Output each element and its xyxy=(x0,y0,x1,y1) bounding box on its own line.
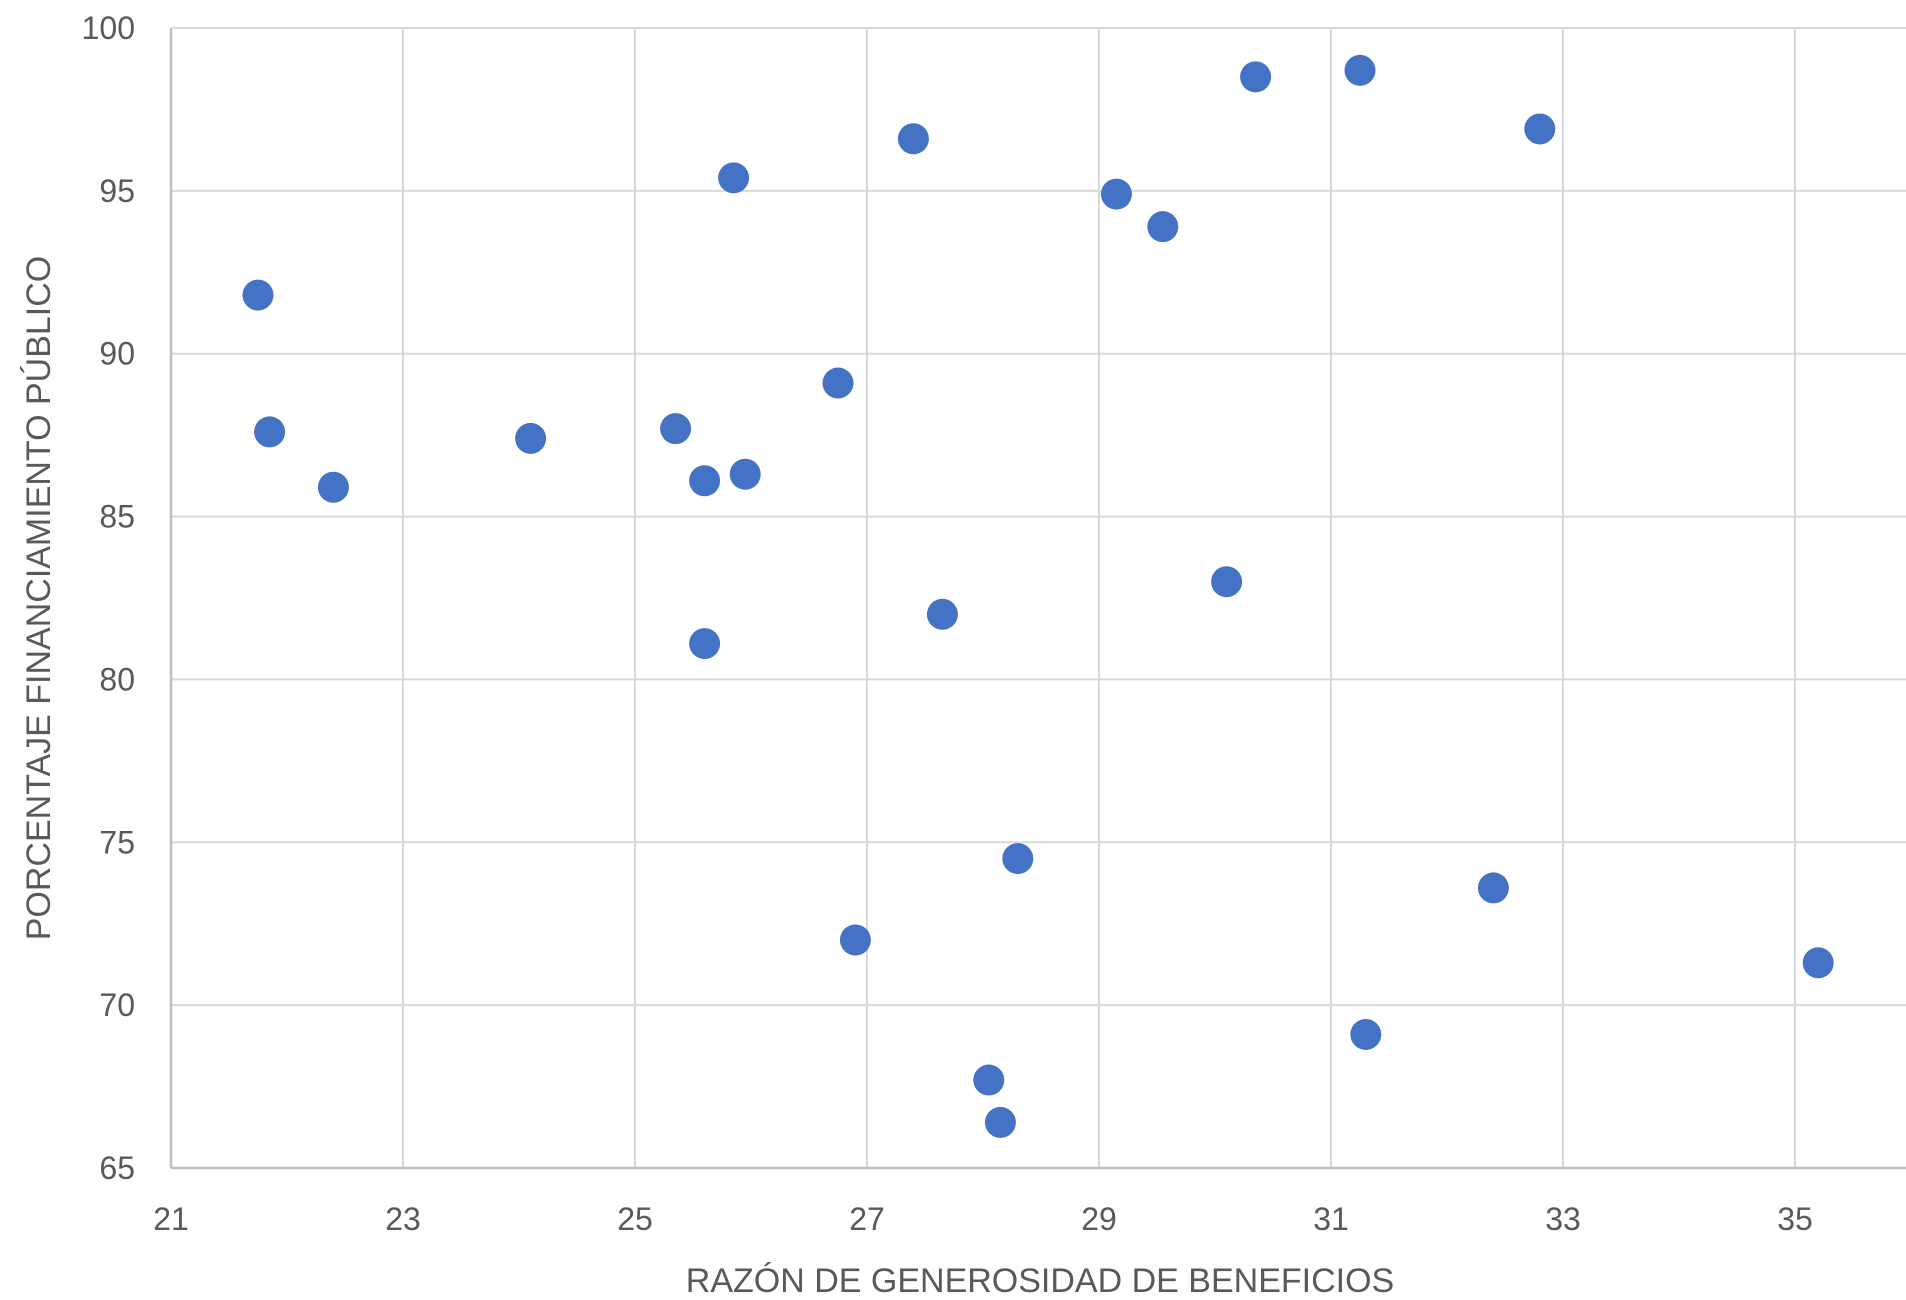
y-tick-label: 70 xyxy=(99,987,135,1023)
data-point xyxy=(839,924,871,956)
data-point xyxy=(1147,211,1179,243)
x-tick-label: 23 xyxy=(385,1201,421,1237)
x-tick-label: 27 xyxy=(849,1201,885,1237)
data-point xyxy=(317,471,349,503)
data-point xyxy=(1211,566,1243,598)
x-tick-label: 25 xyxy=(617,1201,653,1237)
x-tick-label: 33 xyxy=(1545,1201,1581,1237)
data-point xyxy=(984,1106,1016,1138)
data-point xyxy=(1002,843,1034,875)
y-tick-label: 90 xyxy=(99,336,135,372)
data-point xyxy=(254,416,286,448)
y-tick-label: 80 xyxy=(99,661,135,697)
data-point xyxy=(1524,113,1556,145)
data-point xyxy=(1350,1018,1382,1050)
x-tick-label: 29 xyxy=(1081,1201,1117,1237)
data-points xyxy=(242,54,1834,1138)
data-point xyxy=(242,279,274,311)
data-point xyxy=(822,367,854,399)
y-tick-label: 95 xyxy=(99,173,135,209)
x-tick-label: 35 xyxy=(1777,1201,1813,1237)
x-tick-label: 31 xyxy=(1313,1201,1349,1237)
data-point xyxy=(973,1064,1005,1096)
data-point xyxy=(1100,178,1132,210)
data-point xyxy=(1477,872,1509,904)
x-axis-tick-labels: 21 23 25 27 29 31 33 35 xyxy=(153,1201,1813,1237)
data-point xyxy=(689,465,721,497)
data-point xyxy=(718,162,750,194)
data-point xyxy=(1802,947,1834,979)
x-axis-title: RAZÓN DE GENEROSIDAD DE BENEFICIOS xyxy=(686,1262,1394,1300)
y-tick-label: 65 xyxy=(99,1150,135,1186)
y-tick-label: 75 xyxy=(99,824,135,860)
data-point xyxy=(897,123,929,155)
data-point xyxy=(689,628,721,660)
axes xyxy=(169,28,1906,1170)
data-point xyxy=(926,598,958,630)
data-point xyxy=(660,413,692,445)
data-point xyxy=(1344,54,1376,86)
grid-lines xyxy=(171,27,1906,1168)
data-point xyxy=(1240,61,1272,93)
y-tick-label: 85 xyxy=(99,499,135,535)
y-tick-label: 100 xyxy=(82,10,135,46)
y-axis-title: PORCENTAJE FINANCIAMIENTO PÚBLICO xyxy=(20,256,58,941)
data-point xyxy=(729,458,761,490)
y-axis-tick-labels: 65 70 75 80 85 90 95 100 xyxy=(82,10,135,1186)
x-tick-label: 21 xyxy=(153,1201,189,1237)
data-point xyxy=(515,422,547,454)
